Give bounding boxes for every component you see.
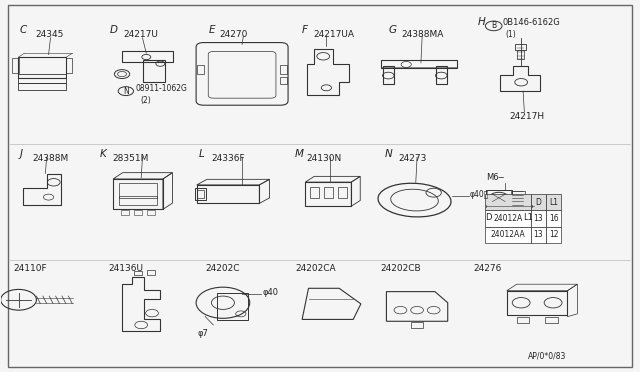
Bar (66, 58, 72, 73)
Bar (324, 187, 333, 198)
Text: 08911-1062G: 08911-1062G (136, 84, 188, 93)
Bar (134, 210, 142, 215)
Text: M6─: M6─ (486, 173, 504, 182)
Text: N: N (123, 87, 129, 96)
Bar (280, 77, 287, 84)
Text: 24388M: 24388M (33, 154, 69, 164)
Text: C: C (20, 25, 27, 35)
Text: L1: L1 (523, 214, 533, 222)
Bar (531, 227, 546, 243)
Text: 24130N: 24130N (306, 154, 341, 164)
Text: φ40: φ40 (262, 288, 278, 297)
Bar (12, 58, 19, 73)
Text: 24136U: 24136U (108, 264, 143, 273)
Text: φ40用: φ40用 (469, 190, 489, 199)
Bar (486, 190, 511, 205)
Bar (338, 187, 347, 198)
Bar (119, 183, 157, 198)
Bar (411, 323, 424, 328)
Bar (484, 227, 531, 243)
Bar (19, 57, 66, 78)
Text: L: L (198, 149, 204, 159)
Bar (280, 65, 287, 74)
Text: 24345: 24345 (36, 31, 64, 39)
Bar (122, 51, 173, 62)
Bar (436, 66, 447, 84)
Bar (381, 60, 458, 68)
Text: 24202C: 24202C (205, 264, 239, 273)
Bar (546, 227, 561, 243)
Bar (511, 191, 525, 205)
Bar (122, 210, 129, 215)
Text: 24276: 24276 (473, 264, 502, 273)
Bar (196, 65, 204, 74)
Bar (545, 317, 557, 324)
Text: D: D (484, 214, 492, 222)
Text: 24388MA: 24388MA (402, 31, 444, 39)
Bar (383, 66, 394, 84)
Bar (484, 194, 531, 211)
Bar (531, 211, 546, 227)
Text: H: H (478, 17, 490, 27)
Bar (113, 179, 163, 209)
Bar (196, 190, 204, 198)
Text: 24012AA: 24012AA (490, 230, 525, 240)
Text: 24202CB: 24202CB (381, 264, 421, 273)
Bar (147, 270, 155, 275)
Text: M: M (294, 149, 303, 159)
Bar (310, 187, 319, 198)
Text: 0B146-6162G: 0B146-6162G (502, 18, 561, 27)
Text: AP/0*0/83: AP/0*0/83 (527, 352, 566, 361)
Bar (147, 210, 155, 215)
Text: 12: 12 (549, 230, 559, 240)
Text: D: D (109, 25, 117, 35)
Text: 16: 16 (549, 214, 559, 223)
Text: 13: 13 (534, 230, 543, 240)
Text: 24202CA: 24202CA (296, 264, 337, 273)
Text: 24217H: 24217H (509, 112, 545, 121)
Text: 24217UA: 24217UA (314, 31, 355, 39)
Bar (216, 292, 248, 320)
Text: G: G (389, 25, 397, 35)
Bar (305, 182, 351, 206)
Text: 13: 13 (534, 214, 543, 223)
Text: E: E (208, 25, 215, 35)
Text: B: B (491, 22, 496, 31)
Text: L1: L1 (549, 198, 558, 207)
Text: 24110F: 24110F (13, 264, 47, 273)
Bar (134, 271, 142, 275)
Text: 24217U: 24217U (124, 31, 158, 39)
Text: (2): (2) (140, 96, 150, 105)
Text: 24270: 24270 (219, 31, 248, 39)
Text: 24336F: 24336F (211, 154, 245, 164)
Text: K: K (100, 149, 106, 159)
Bar (531, 194, 546, 211)
Bar (19, 74, 66, 83)
Text: 24273: 24273 (398, 154, 426, 164)
Text: F: F (302, 25, 308, 35)
Bar (516, 317, 529, 324)
Bar (195, 188, 206, 200)
Bar (143, 60, 165, 82)
Text: N: N (385, 149, 393, 159)
Bar (119, 196, 157, 205)
Bar (516, 50, 524, 59)
Text: φ7: φ7 (197, 329, 208, 338)
Bar (19, 83, 66, 90)
Bar (546, 211, 561, 227)
Bar (484, 211, 531, 227)
Text: (1): (1) (505, 31, 516, 39)
Bar (515, 44, 526, 50)
Bar (546, 194, 561, 211)
Bar (507, 291, 568, 315)
Text: D: D (536, 198, 541, 207)
Text: J: J (20, 149, 23, 159)
Text: 24012A: 24012A (493, 214, 522, 223)
Text: 28351M: 28351M (113, 154, 149, 164)
